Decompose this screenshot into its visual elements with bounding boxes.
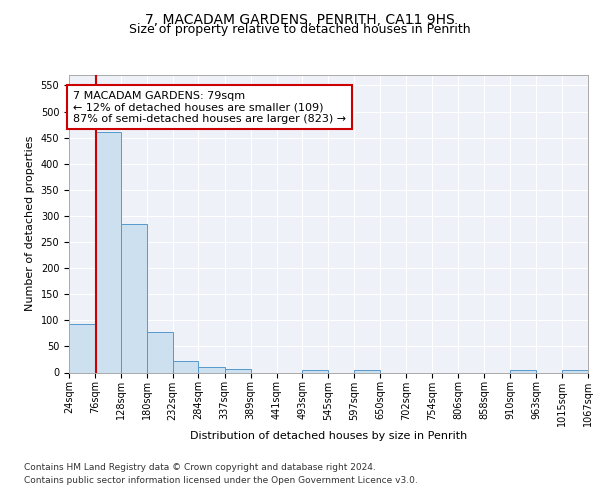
Text: Contains public sector information licensed under the Open Government Licence v3: Contains public sector information licen…: [24, 476, 418, 485]
Y-axis label: Number of detached properties: Number of detached properties: [25, 136, 35, 312]
Bar: [562, 370, 588, 372]
Bar: [146, 332, 173, 372]
Bar: [173, 361, 199, 372]
Text: Size of property relative to detached houses in Penrith: Size of property relative to detached ho…: [129, 22, 471, 36]
Text: 7 MACADAM GARDENS: 79sqm
← 12% of detached houses are smaller (109)
87% of semi-: 7 MACADAM GARDENS: 79sqm ← 12% of detach…: [73, 90, 346, 124]
Text: 7, MACADAM GARDENS, PENRITH, CA11 9HS: 7, MACADAM GARDENS, PENRITH, CA11 9HS: [145, 12, 455, 26]
Bar: [95, 132, 121, 372]
X-axis label: Distribution of detached houses by size in Penrith: Distribution of detached houses by size …: [190, 431, 467, 441]
Bar: [199, 368, 225, 372]
Bar: [69, 324, 95, 372]
Bar: [354, 370, 380, 372]
Text: Contains HM Land Registry data © Crown copyright and database right 2024.: Contains HM Land Registry data © Crown c…: [24, 464, 376, 472]
Bar: [302, 370, 328, 372]
Bar: [121, 224, 146, 372]
Bar: [510, 370, 536, 372]
Bar: [225, 370, 251, 372]
